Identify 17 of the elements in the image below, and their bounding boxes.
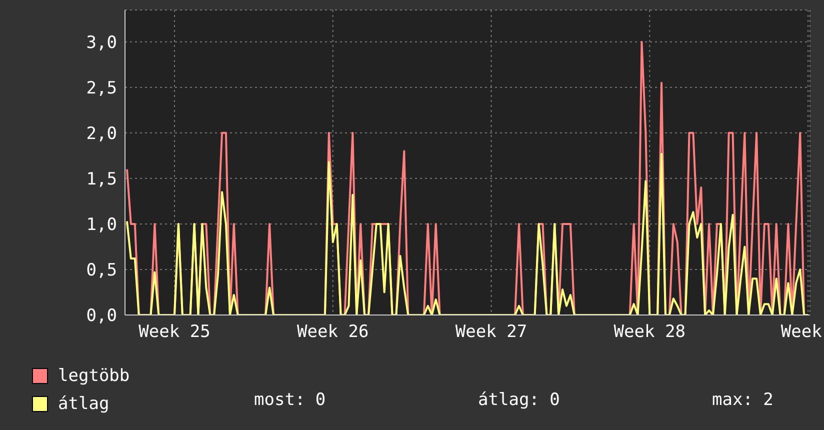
y-tick-label: 2,0 [86,124,117,144]
y-tick-label: 0,0 [86,306,117,326]
x-tick-label: Week 26 [297,322,369,342]
y-tick-label: 3,0 [86,32,117,53]
x-tick-label: Week 25 [138,322,210,342]
x-tick-label: Week 27 [455,322,528,342]
y-tick-label: 2,5 [86,78,117,98]
x-tick-label: Week 28 [614,322,686,342]
y-tick-label: 1,5 [86,169,117,190]
text: most: 0 [254,390,326,410]
y-tick-label: 0,5 [86,260,117,281]
x-tick-label: Week [780,322,822,342]
text: max: 2 [712,390,774,410]
legend-label: átlag [58,394,110,414]
y-tick-label: 1,0 [86,214,117,235]
legend-label: legtöbb [58,366,130,386]
text: átlag: 0 [478,390,560,410]
